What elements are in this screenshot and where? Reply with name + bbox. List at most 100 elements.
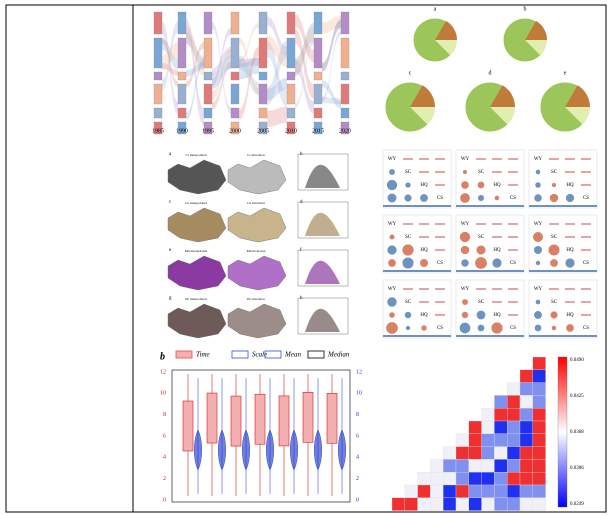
pie-wedge (490, 85, 516, 107)
sankey-node (177, 121, 187, 135)
sankey-node (203, 107, 213, 119)
heat-cell (532, 420, 546, 434)
heat-cell (507, 459, 521, 473)
pie-wedge (565, 85, 591, 107)
colorbar-label: 0.0306 (570, 466, 584, 471)
heat-cell (455, 433, 469, 447)
map-title: Mn interpolated (185, 249, 208, 253)
heat-cell (468, 433, 482, 447)
heat-cell (494, 497, 508, 511)
heat-cell (532, 382, 546, 396)
heat-cell (481, 484, 495, 498)
density (305, 260, 340, 284)
y2-tick-label: 0 (356, 497, 359, 503)
corr-dot (494, 195, 500, 201)
y2-tick-label: 4 (356, 455, 359, 461)
matrix-label: WY (461, 287, 470, 292)
sankey-node (258, 11, 268, 35)
sankey-flow (267, 40, 287, 106)
sankey-flow (162, 42, 178, 71)
corr-value (565, 301, 575, 303)
panel-label: a (434, 6, 437, 12)
matrix-frame (528, 149, 598, 209)
corr-value (435, 171, 445, 173)
sankey-flow (212, 61, 231, 110)
sankey-flow (212, 54, 231, 89)
sankey-node (230, 37, 240, 69)
corr-value (403, 158, 413, 160)
heat-cell (481, 459, 495, 473)
corr-dot (404, 194, 412, 202)
sankey-flow (239, 57, 259, 80)
corr-dot (461, 259, 469, 267)
density (305, 308, 340, 332)
matrix-label: SC (478, 235, 485, 240)
corr-dot (476, 310, 486, 320)
corr-dot (404, 311, 412, 319)
axes (297, 153, 349, 191)
sankey-node (340, 37, 350, 69)
matrix-label: WY (534, 287, 543, 292)
corr-dot (389, 169, 395, 175)
corr-dot (405, 182, 411, 188)
sankey-flow (267, 35, 287, 67)
sankey-node (203, 83, 213, 105)
corr-dot (387, 193, 397, 203)
matrix-frame (382, 279, 452, 339)
sankey-node (153, 37, 163, 69)
map-title: Mn inversion (247, 249, 266, 253)
sankey-flow (295, 26, 314, 77)
sankey-flow (212, 49, 231, 101)
heat-cell (494, 408, 508, 422)
corr-value (581, 158, 591, 160)
pie-wedge (410, 107, 435, 125)
heat-cell (468, 420, 482, 434)
box (182, 400, 194, 452)
sankey-node (340, 121, 350, 135)
corr-dot (534, 311, 542, 319)
heat-cell (404, 484, 418, 498)
corr-dot (402, 257, 414, 269)
sankey-flow (212, 47, 231, 75)
sankey-node (203, 121, 213, 135)
matrix-label: SC (551, 235, 558, 240)
heat-cell (507, 446, 521, 460)
heat-cell (519, 472, 533, 486)
corr-dot (535, 182, 541, 188)
corr-value (492, 288, 502, 290)
corr-value (565, 158, 575, 160)
heat-cell (532, 484, 546, 498)
sankey-flow (186, 58, 204, 120)
corr-dot (477, 194, 485, 202)
heat-cell (430, 497, 444, 511)
corr-value (581, 236, 591, 238)
heat-cell (468, 472, 482, 486)
heat-cell (443, 459, 457, 473)
corr-dot (565, 258, 575, 268)
corr-value (508, 301, 518, 303)
heat-cell (507, 395, 521, 409)
legend-key (231, 350, 249, 359)
corr-value (435, 288, 445, 290)
corr-value (419, 223, 429, 225)
matrix-label: WY (461, 222, 470, 227)
corr-value (581, 314, 591, 316)
matrix-label: SC (405, 235, 412, 240)
colorbar (557, 356, 568, 508)
sankey-flow (267, 41, 287, 107)
matrix-label: CS (510, 326, 516, 331)
heat-cell (519, 433, 533, 447)
heat-cell (430, 484, 444, 498)
corr-value (581, 301, 591, 303)
heat-cell (494, 484, 508, 498)
sankey-flow (295, 14, 314, 63)
corr-dot (492, 258, 502, 268)
sankey-node (153, 107, 163, 119)
heat-cell (455, 459, 469, 473)
pie-wedge (525, 40, 547, 56)
matrix-frame (455, 149, 525, 209)
sankey-node (340, 71, 350, 81)
sankey-node (153, 11, 163, 35)
corr-dot (534, 324, 542, 332)
corr-dot (459, 322, 471, 334)
